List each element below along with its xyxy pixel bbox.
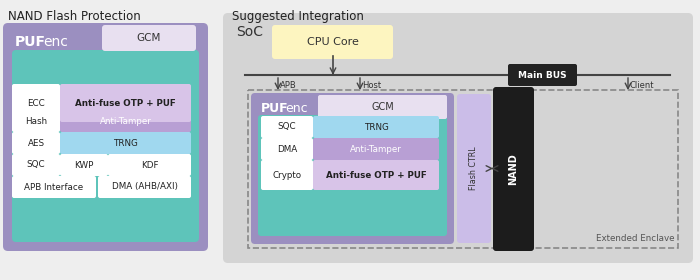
- Text: TRNG: TRNG: [113, 139, 138, 148]
- FancyBboxPatch shape: [12, 110, 60, 132]
- Text: Main BUS: Main BUS: [518, 71, 567, 80]
- Text: SoC: SoC: [236, 25, 263, 39]
- FancyBboxPatch shape: [102, 25, 196, 51]
- Text: Anti-fuse OTP + PUF: Anti-fuse OTP + PUF: [326, 171, 426, 179]
- Text: Client: Client: [630, 81, 654, 90]
- FancyBboxPatch shape: [12, 154, 60, 176]
- Text: SQC: SQC: [27, 160, 46, 169]
- Text: Anti-Tamper: Anti-Tamper: [350, 144, 402, 153]
- FancyBboxPatch shape: [508, 64, 577, 86]
- FancyBboxPatch shape: [261, 160, 313, 190]
- Text: Suggested Integration: Suggested Integration: [232, 10, 364, 23]
- FancyBboxPatch shape: [258, 115, 447, 236]
- Text: AES: AES: [27, 139, 45, 148]
- Text: KWP: KWP: [74, 160, 94, 169]
- FancyBboxPatch shape: [60, 132, 191, 154]
- FancyBboxPatch shape: [251, 93, 454, 244]
- Text: SQC: SQC: [278, 123, 296, 132]
- Text: DMA: DMA: [277, 144, 297, 153]
- FancyBboxPatch shape: [12, 50, 199, 242]
- Text: Anti-fuse OTP + PUF: Anti-fuse OTP + PUF: [75, 99, 176, 108]
- Text: enc: enc: [285, 102, 307, 115]
- Text: Hash: Hash: [25, 116, 47, 125]
- Text: PUF: PUF: [261, 102, 288, 115]
- Text: CPU Core: CPU Core: [307, 37, 358, 47]
- Text: Crypto: Crypto: [272, 171, 302, 179]
- Text: GCM: GCM: [371, 102, 394, 112]
- FancyBboxPatch shape: [493, 87, 534, 251]
- FancyBboxPatch shape: [313, 138, 439, 160]
- Text: NAND: NAND: [508, 153, 519, 185]
- FancyBboxPatch shape: [12, 132, 60, 154]
- FancyBboxPatch shape: [313, 116, 439, 138]
- Text: NAND Flash Protection: NAND Flash Protection: [8, 10, 141, 23]
- FancyBboxPatch shape: [457, 94, 491, 243]
- FancyBboxPatch shape: [261, 138, 313, 160]
- FancyBboxPatch shape: [12, 176, 96, 198]
- Text: Flash CTRL: Flash CTRL: [470, 147, 479, 190]
- FancyBboxPatch shape: [261, 116, 313, 138]
- FancyBboxPatch shape: [60, 84, 191, 122]
- Text: PUF: PUF: [15, 35, 46, 49]
- Text: GCM: GCM: [136, 33, 161, 43]
- Text: DMA (AHB/AXI): DMA (AHB/AXI): [111, 183, 178, 192]
- FancyBboxPatch shape: [108, 154, 191, 176]
- Text: Host: Host: [362, 81, 381, 90]
- Text: KDF: KDF: [141, 160, 158, 169]
- Text: Anti-Tamper: Anti-Tamper: [99, 116, 151, 125]
- Text: ECC: ECC: [27, 99, 45, 108]
- Text: TRNG: TRNG: [363, 123, 389, 132]
- FancyBboxPatch shape: [60, 110, 191, 132]
- Text: APB: APB: [280, 81, 297, 90]
- FancyBboxPatch shape: [12, 84, 60, 122]
- FancyBboxPatch shape: [98, 176, 191, 198]
- FancyBboxPatch shape: [60, 154, 108, 176]
- FancyBboxPatch shape: [272, 25, 393, 59]
- FancyBboxPatch shape: [3, 23, 208, 251]
- Text: enc: enc: [43, 35, 68, 49]
- Text: Extended Enclave: Extended Enclave: [596, 234, 675, 243]
- FancyBboxPatch shape: [223, 13, 693, 263]
- FancyBboxPatch shape: [313, 160, 439, 190]
- Bar: [248, 90, 678, 248]
- Text: APB Interface: APB Interface: [25, 183, 83, 192]
- FancyBboxPatch shape: [318, 95, 447, 119]
